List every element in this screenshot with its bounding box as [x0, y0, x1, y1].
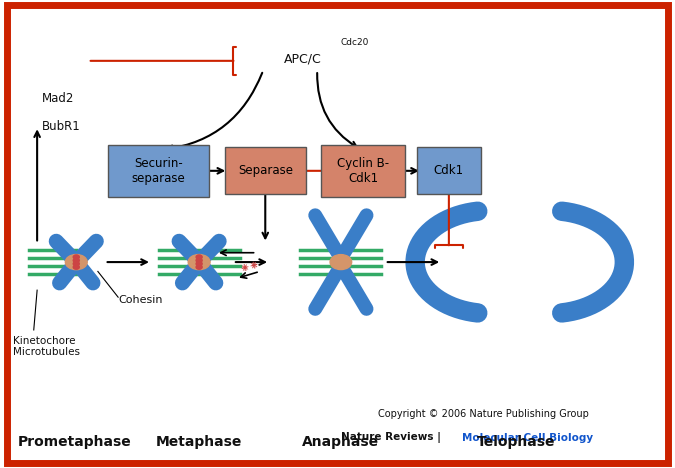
FancyBboxPatch shape — [225, 147, 306, 194]
Text: Anaphase: Anaphase — [302, 435, 379, 449]
FancyBboxPatch shape — [417, 147, 481, 194]
Text: Prometaphase: Prometaphase — [18, 435, 131, 449]
Text: Telophase: Telophase — [477, 435, 556, 449]
FancyBboxPatch shape — [108, 145, 209, 197]
Text: ⁕⁕: ⁕⁕ — [238, 258, 262, 276]
Text: Cyclin B-
Cdk1: Cyclin B- Cdk1 — [337, 157, 389, 185]
Text: Securin-
separase: Securin- separase — [132, 157, 186, 185]
Text: BubR1: BubR1 — [42, 120, 80, 133]
Circle shape — [330, 255, 352, 270]
Text: Separase: Separase — [238, 164, 293, 177]
Text: Nature Reviews |: Nature Reviews | — [341, 432, 445, 443]
Text: Mad2: Mad2 — [42, 92, 74, 105]
Text: APC/C: APC/C — [284, 52, 321, 65]
Text: Metaphase: Metaphase — [156, 435, 242, 449]
Circle shape — [65, 255, 87, 270]
Text: Cdc20: Cdc20 — [341, 37, 369, 47]
Circle shape — [74, 262, 80, 266]
FancyBboxPatch shape — [321, 145, 405, 197]
Circle shape — [74, 265, 80, 269]
Circle shape — [188, 255, 210, 270]
Circle shape — [74, 258, 80, 263]
Circle shape — [196, 255, 202, 259]
Circle shape — [196, 262, 202, 266]
Text: Cdk1: Cdk1 — [434, 164, 464, 177]
Circle shape — [196, 265, 202, 269]
Circle shape — [196, 258, 202, 263]
Text: Cohesin: Cohesin — [118, 294, 163, 305]
Circle shape — [74, 255, 80, 259]
Text: Copyright © 2006 Nature Publishing Group: Copyright © 2006 Nature Publishing Group — [378, 409, 589, 419]
Text: Kinetochore
Microtubules: Kinetochore Microtubules — [14, 336, 80, 357]
Text: Molecular Cell Biology: Molecular Cell Biology — [462, 432, 593, 443]
